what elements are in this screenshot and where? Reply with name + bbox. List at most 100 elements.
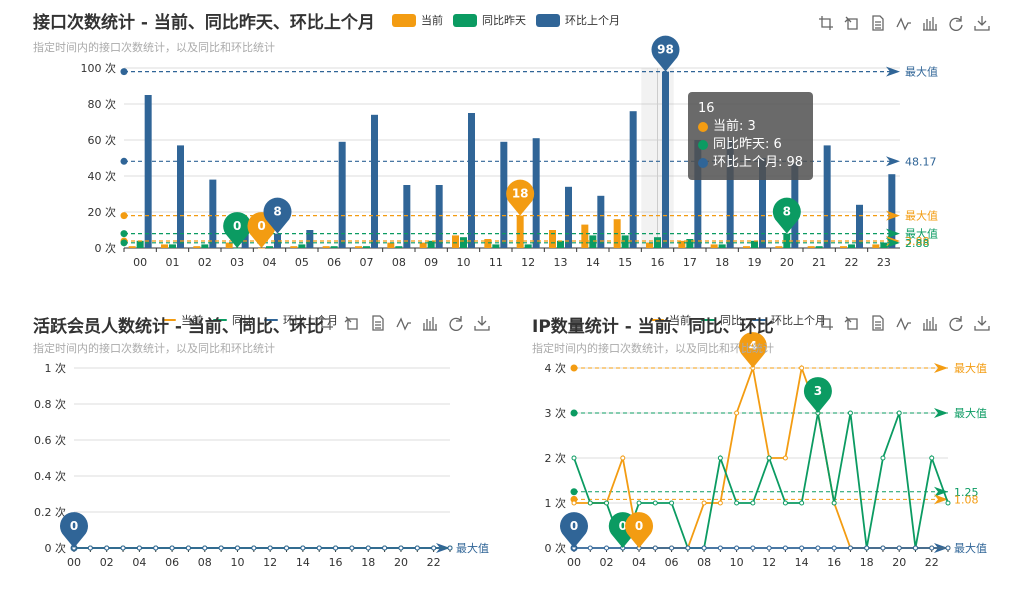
bar [524,244,532,248]
data-point [333,545,339,551]
x-tick-label: 04 [132,556,146,569]
bar [629,111,637,248]
marker-pin-shape [625,512,654,548]
legend-label: 当前 [669,314,691,327]
members-subtitle: 指定时间内的接口次数统计，以及同比和环比统计 [33,342,275,355]
bar [686,239,694,248]
x-tick-label: 11 [489,256,503,269]
mark-line-start [570,488,578,496]
bar [193,246,201,248]
mark-line-arrow [886,156,900,167]
marker-pin-shape [738,332,767,368]
mark-line-label: 最大值 [456,541,489,555]
data-point [398,545,404,551]
save-image-icon[interactable] [474,315,490,331]
data-view-icon[interactable] [870,315,886,331]
x-tick-label: 15 [618,256,632,269]
bar [492,244,500,248]
data-point [717,455,723,461]
data-view-icon[interactable] [870,15,886,31]
undo-zoom-icon[interactable] [844,315,860,331]
members-toolbox [318,315,500,331]
bar [751,240,758,248]
x-tick-label: 05 [295,256,309,269]
marker-label: 0 [570,519,578,533]
undo-zoom-icon[interactable] [344,315,360,331]
data-point [669,545,675,551]
line-switch-icon[interactable] [896,315,912,331]
mark-line-label: 3.88 [905,235,930,248]
marker-pin: 0 [60,512,88,548]
y-tick-label: 0.6 次 [34,433,66,447]
legend-item-yoy[interactable]: 同比 [701,312,742,328]
bar [848,244,855,248]
legend-item-current[interactable]: 当前 [392,12,443,28]
legend-swatch [650,319,664,321]
data-point [831,545,837,551]
data-point [169,545,175,551]
data-point [382,545,388,551]
crop-icon[interactable] [318,315,334,331]
data-point [717,545,723,551]
bar [840,246,847,248]
data-point [365,545,371,551]
data-view-icon[interactable] [370,315,386,331]
axes: 0 次 1 次 2 次 3 次 4 次 [545,361,948,555]
bar [452,235,459,248]
mark-line-arrow [886,237,900,248]
bar [363,246,370,248]
mark-line-arrow [934,486,948,497]
bar [726,140,734,248]
x-tick-label: 06 [327,256,341,269]
restore-icon[interactable] [448,315,464,331]
line-switch-icon[interactable] [896,15,912,31]
undo-zoom-icon[interactable] [844,15,860,31]
data-point [87,545,93,551]
x-axis: 00 02 04 06 08 10 12 14 16 18 20 22 [67,548,451,569]
y-tick-label: 80 次 [88,97,117,111]
x-tick-label: 20 [780,256,794,269]
y-tick-label: 2 次 [545,451,567,465]
legend-label: 当前 [421,14,443,27]
bar [807,246,815,248]
legend-item-yoy[interactable]: 同比 [213,312,254,328]
mark-line-start [570,364,578,372]
legend-item-lastmonth[interactable]: 环比上个月 [536,12,620,28]
restore-icon[interactable] [948,15,964,31]
legend-item-current[interactable]: 当前 [162,312,203,328]
restore-icon[interactable] [948,315,964,331]
legend-label: 环比上个月 [283,314,338,327]
data-point [766,455,772,461]
bar-switch-icon[interactable] [922,15,938,31]
mark-line-arrow [886,66,900,77]
x-tick-label: 14 [586,256,600,269]
data-point [447,545,453,551]
bar [355,246,362,248]
legend-item-current[interactable]: 当前 [650,312,691,328]
y-tick-label: 0 次 [45,541,67,555]
data-point [349,545,355,551]
data-point [799,500,805,506]
legend-item-yesterday[interactable]: 同比昨天 [453,12,526,28]
x-tick-label: 10 [730,556,744,569]
mark-line-label: 48.17 [905,155,937,168]
legend-item-mom[interactable]: 环比上个月 [264,312,338,328]
save-image-icon[interactable] [974,15,990,31]
line-switch-icon[interactable] [396,315,412,331]
marker-pin: 4 [738,332,767,368]
bar [532,138,540,248]
marker-label: 98 [657,43,674,57]
crop-icon[interactable] [818,315,834,331]
x-tick-label: 14 [296,556,310,569]
marker-pin-shape [506,179,535,216]
legend-swatch [701,319,715,321]
data-point [251,545,257,551]
bar-switch-icon[interactable] [922,315,938,331]
bar [290,246,298,248]
bar-switch-icon[interactable] [422,315,438,331]
crop-icon[interactable] [818,15,834,31]
legend-item-mom[interactable]: 环比上个月 [752,312,826,328]
x-tick-label: 08 [697,556,711,569]
x-tick-label: 20 [394,556,408,569]
save-image-icon[interactable] [974,315,990,331]
